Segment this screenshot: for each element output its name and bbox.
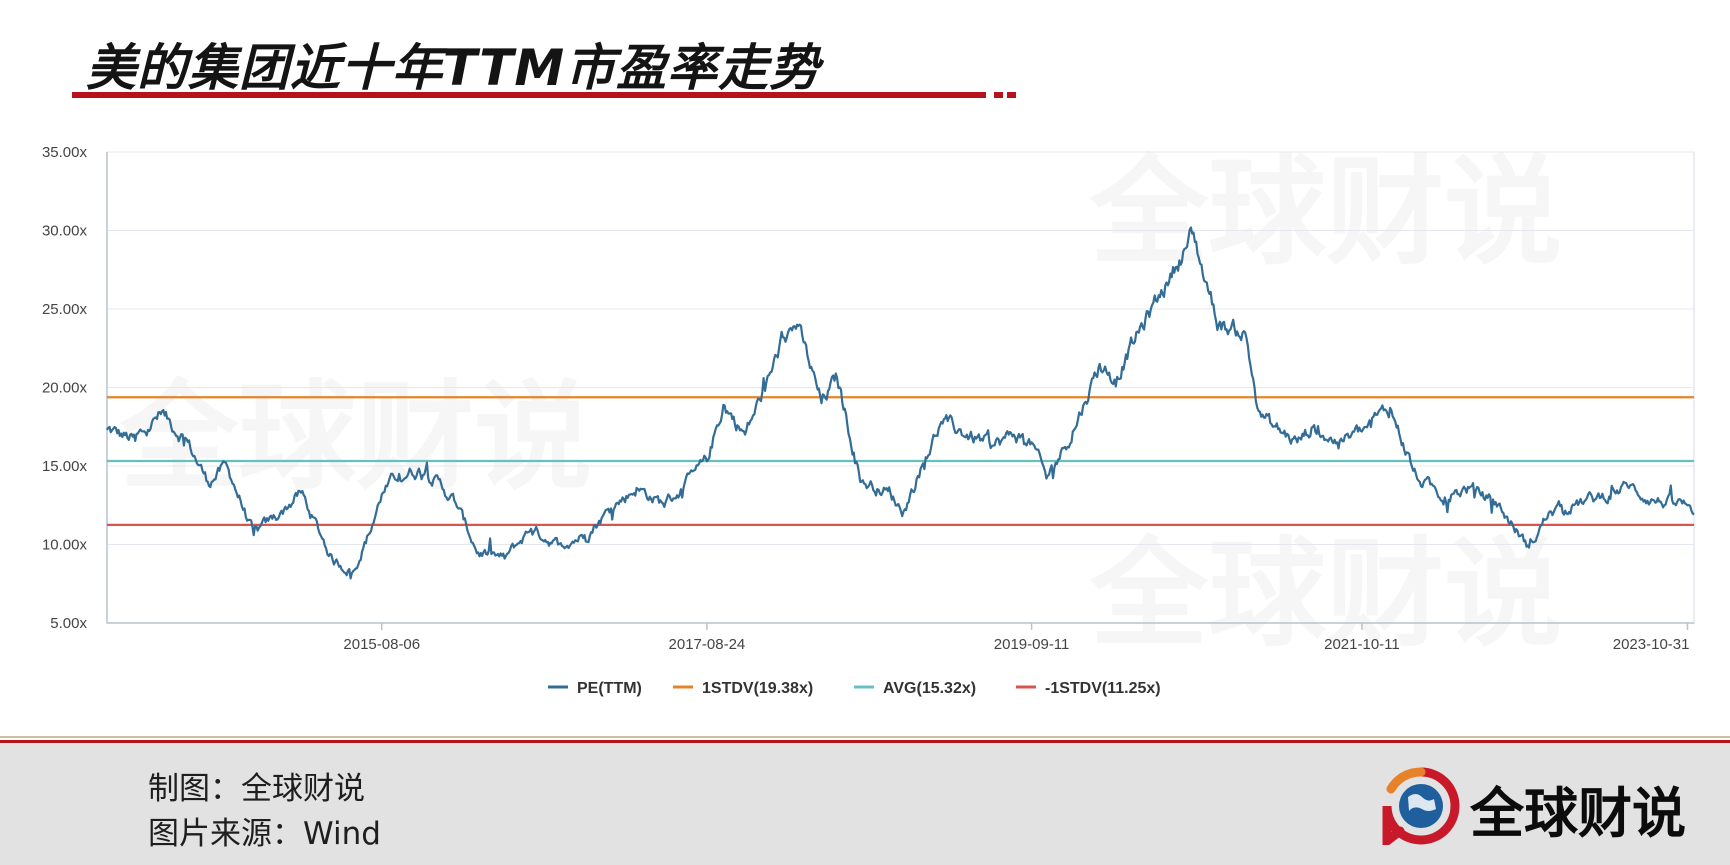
legend-item-pe: PE(TTM) bbox=[548, 680, 642, 697]
footer-divider-accent bbox=[0, 740, 1730, 743]
y-tick-label: 20.00x bbox=[42, 380, 88, 397]
x-tick-label: 2019-09-11 bbox=[994, 636, 1070, 653]
legend-label: -1STDV(11.25x) bbox=[1045, 680, 1161, 697]
watermark-text: 全球财说 bbox=[119, 368, 592, 506]
page-title: 美的集团近十年TTM市盈率走势 bbox=[86, 39, 821, 97]
footer-bar: 制图：全球财说 图片来源：Wind 全球财说 bbox=[0, 743, 1730, 865]
x-axis-labels: 2015-08-06 2017-08-24 2019-09-11 2021-10-11… bbox=[343, 623, 1689, 653]
x-tick-label: 2017-08-24 bbox=[669, 636, 746, 653]
y-tick-label: 35.00x bbox=[42, 144, 88, 161]
y-tick-label: 30.00x bbox=[42, 223, 88, 240]
y-tick-label: 5.00x bbox=[50, 615, 87, 632]
y-axis-labels: 35.00x 30.00x 25.00x 20.00x 15.00x 10.00x 5.00… bbox=[42, 144, 88, 632]
globe-logo-icon bbox=[1382, 767, 1460, 845]
source-credit: 图片来源：Wind bbox=[148, 816, 381, 852]
logo-text: 全球财说 bbox=[1470, 782, 1686, 845]
x-tick-label: 2015-08-06 bbox=[343, 636, 420, 653]
legend-item-avg: AVG(15.32x) bbox=[854, 680, 976, 697]
y-tick-label: 15.00x bbox=[42, 458, 88, 475]
legend-label: 1STDV(19.38x) bbox=[702, 680, 813, 697]
x-tick-label: 2021-10-11 bbox=[1324, 636, 1400, 653]
footer-divider bbox=[0, 736, 1730, 738]
brand-logo: 全球财说 bbox=[1382, 765, 1712, 845]
legend-item-stdv-plus: 1STDV(19.38x) bbox=[673, 680, 813, 697]
legend-item-stdv-minus: -1STDV(11.25x) bbox=[1016, 680, 1161, 697]
x-tick-label: 2023-10-31 bbox=[1613, 636, 1690, 653]
title-underline bbox=[72, 92, 986, 98]
grid-lines bbox=[106, 151, 1695, 624]
y-tick-label: 10.00x bbox=[42, 537, 88, 554]
pe-series bbox=[106, 226, 1695, 580]
title-underline-dot bbox=[994, 92, 1003, 98]
chart-legend: PE(TTM) 1STDV(19.38x) AVG(15.32x) -1STDV(11… bbox=[548, 680, 1161, 697]
watermarks: 全球财说 全球财说 全球财说 bbox=[119, 143, 1562, 663]
title-underline-dot bbox=[1007, 92, 1016, 98]
y-tick-label: 25.00x bbox=[42, 301, 88, 318]
watermark-text: 全球财说 bbox=[1089, 143, 1562, 281]
chart-credit: 制图：全球财说 bbox=[148, 771, 365, 807]
legend-label: AVG(15.32x) bbox=[883, 680, 976, 697]
legend-label: PE(TTM) bbox=[577, 680, 642, 697]
pe-ttm-line bbox=[106, 226, 1695, 580]
pe-ttm-chart: 全球财说 全球财说 全球财说 35.00x 30.00x 25.00x 20.00x 1… bbox=[42, 143, 1695, 697]
